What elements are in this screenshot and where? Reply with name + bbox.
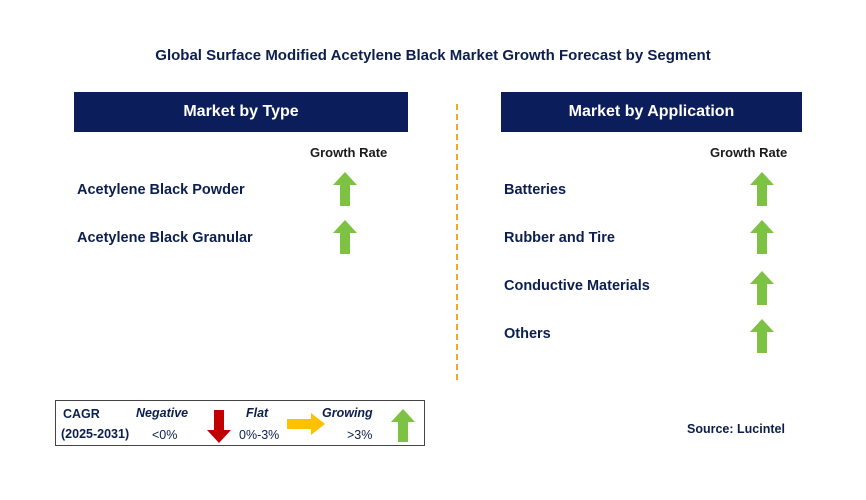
type-item-label: Acetylene Black Powder bbox=[77, 182, 245, 198]
legend-growing-label: Growing bbox=[322, 406, 373, 420]
application-item-label: Rubber and Tire bbox=[504, 230, 615, 246]
type-item-label: Acetylene Black Granular bbox=[77, 230, 253, 246]
legend-period-label: (2025-2031) bbox=[61, 427, 130, 441]
application-growth-rate-label: Growth Rate bbox=[710, 145, 788, 160]
cagr-legend: CAGR (2025-2031) Negative <0% Flat 0%-3%… bbox=[55, 400, 425, 446]
page-title: Global Surface Modified Acetylene Black … bbox=[155, 47, 711, 64]
growing-arrow-icon bbox=[333, 220, 357, 254]
growing-arrow-icon bbox=[333, 172, 357, 206]
legend-flat-label: Flat bbox=[246, 406, 269, 420]
panel-divider bbox=[456, 104, 458, 380]
legend-flat-range: 0%-3% bbox=[239, 428, 280, 442]
legend-negative-label: Negative bbox=[136, 406, 189, 420]
growing-arrow-icon bbox=[750, 220, 774, 254]
growing-arrow-icon bbox=[750, 172, 774, 206]
source-note: Source: Lucintel bbox=[687, 422, 785, 436]
growing-arrow-icon bbox=[750, 271, 774, 305]
application-item-label: Others bbox=[504, 326, 551, 342]
application-item-label: Batteries bbox=[504, 182, 567, 198]
type-growth-rate-label: Growth Rate bbox=[310, 145, 388, 160]
legend-growing-range: >3% bbox=[347, 428, 373, 442]
growing-arrow-icon bbox=[750, 319, 774, 353]
application-item-label: Conductive Materials bbox=[504, 278, 650, 294]
flat-arrow-icon bbox=[287, 413, 325, 435]
application-panel-header: Market by Application bbox=[501, 92, 802, 132]
legend-negative-range: <0% bbox=[152, 428, 178, 442]
growing-arrow-icon bbox=[391, 409, 415, 442]
negative-arrow-icon bbox=[207, 410, 231, 443]
type-panel-header: Market by Type bbox=[74, 92, 408, 132]
legend-cagr-label: CAGR bbox=[63, 407, 100, 421]
